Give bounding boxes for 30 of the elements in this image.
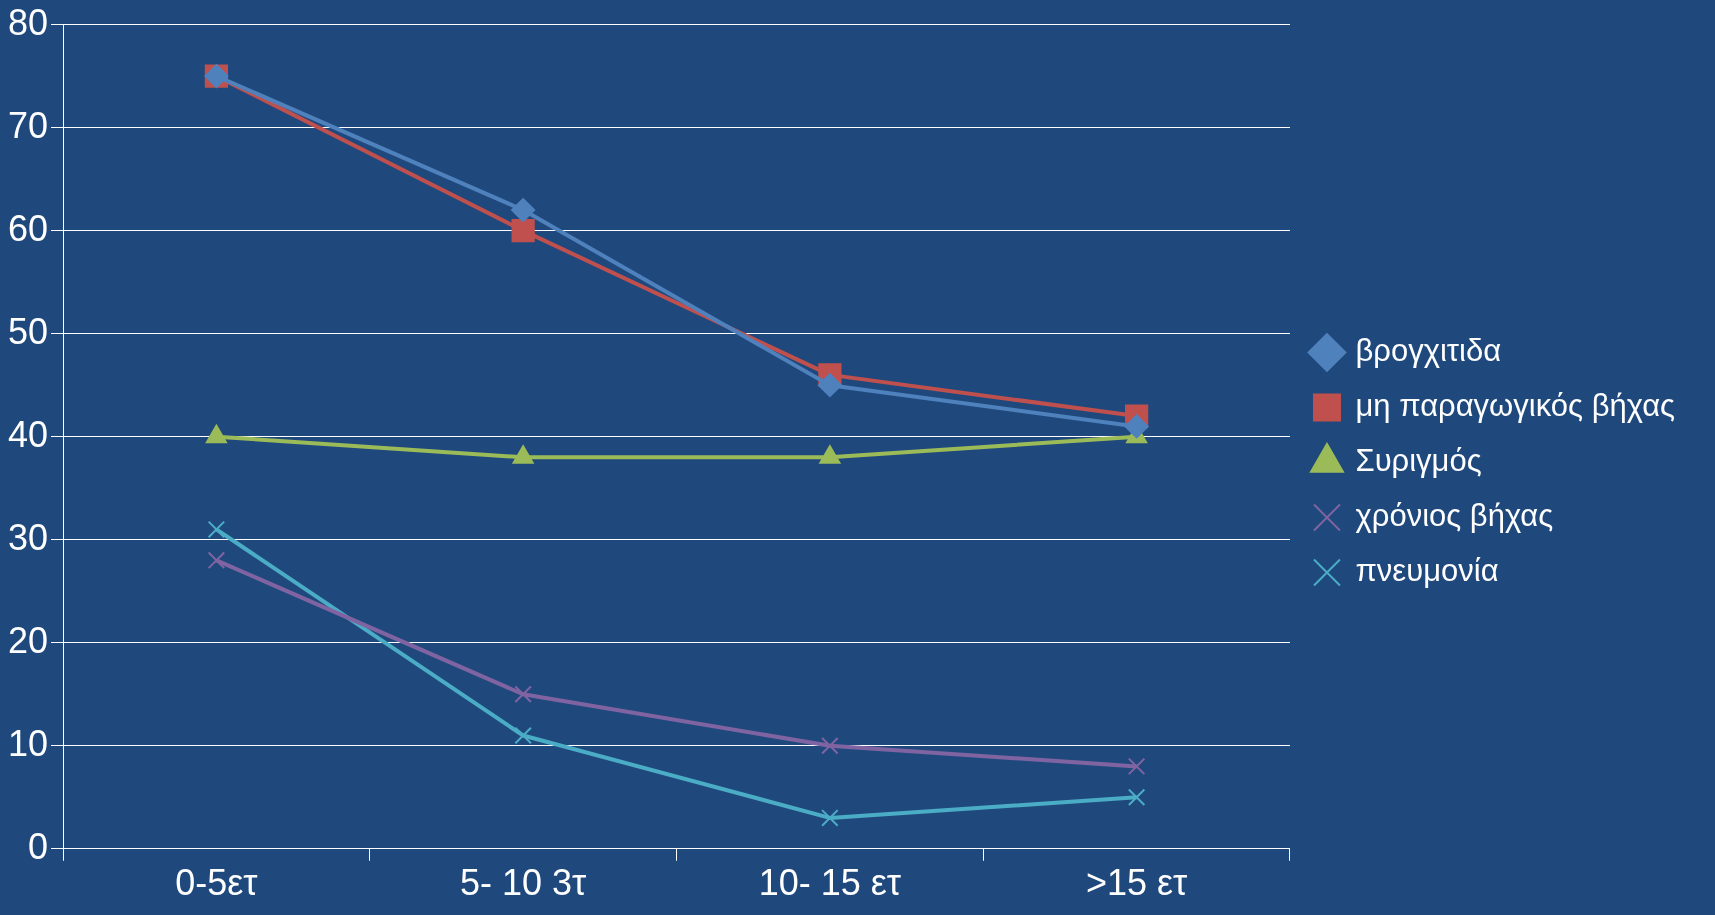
y-tick-label: 0 xyxy=(28,825,49,867)
point xyxy=(1127,757,1146,776)
y-tick-label: 10 xyxy=(8,722,49,764)
point xyxy=(821,737,839,755)
x-tick-label: 0-5ετ xyxy=(175,862,258,904)
point xyxy=(821,809,839,827)
point xyxy=(207,551,226,570)
point xyxy=(207,520,226,539)
y-tick-label: 50 xyxy=(8,310,49,352)
legend-label: πνευμονία xyxy=(1355,553,1499,589)
point xyxy=(1127,788,1146,807)
x-tick-label: >15 ετ xyxy=(1085,862,1188,904)
y-tick-label: 60 xyxy=(8,207,49,249)
legend-label: Συριγμός xyxy=(1355,443,1482,479)
legend-label: μη παραγωγικός βήχας xyxy=(1355,388,1676,424)
point xyxy=(514,685,532,704)
point xyxy=(511,198,536,223)
point xyxy=(817,373,842,398)
point xyxy=(1124,414,1149,439)
y-tick-label: 30 xyxy=(8,516,49,558)
x-tick-label: 5- 10 3τ xyxy=(459,862,587,904)
legend-label: βρογχιτιδα xyxy=(1355,333,1502,369)
point xyxy=(514,726,532,745)
y-tick-label: 80 xyxy=(8,1,49,43)
y-tick-label: 20 xyxy=(8,619,49,661)
y-tick-label: 70 xyxy=(8,104,49,146)
y-tick-label: 40 xyxy=(8,413,49,455)
x-tick-label: 10- 15 ετ xyxy=(758,862,902,904)
point xyxy=(511,219,535,243)
legend-label: χρόνιος βήχας xyxy=(1355,498,1554,534)
